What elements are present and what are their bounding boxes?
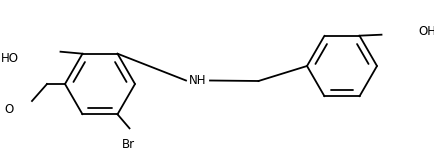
- Text: Br: Br: [122, 137, 135, 151]
- Text: O: O: [5, 103, 14, 116]
- Text: HO: HO: [1, 52, 19, 65]
- Text: OH: OH: [417, 25, 434, 38]
- Text: NH: NH: [189, 74, 206, 87]
